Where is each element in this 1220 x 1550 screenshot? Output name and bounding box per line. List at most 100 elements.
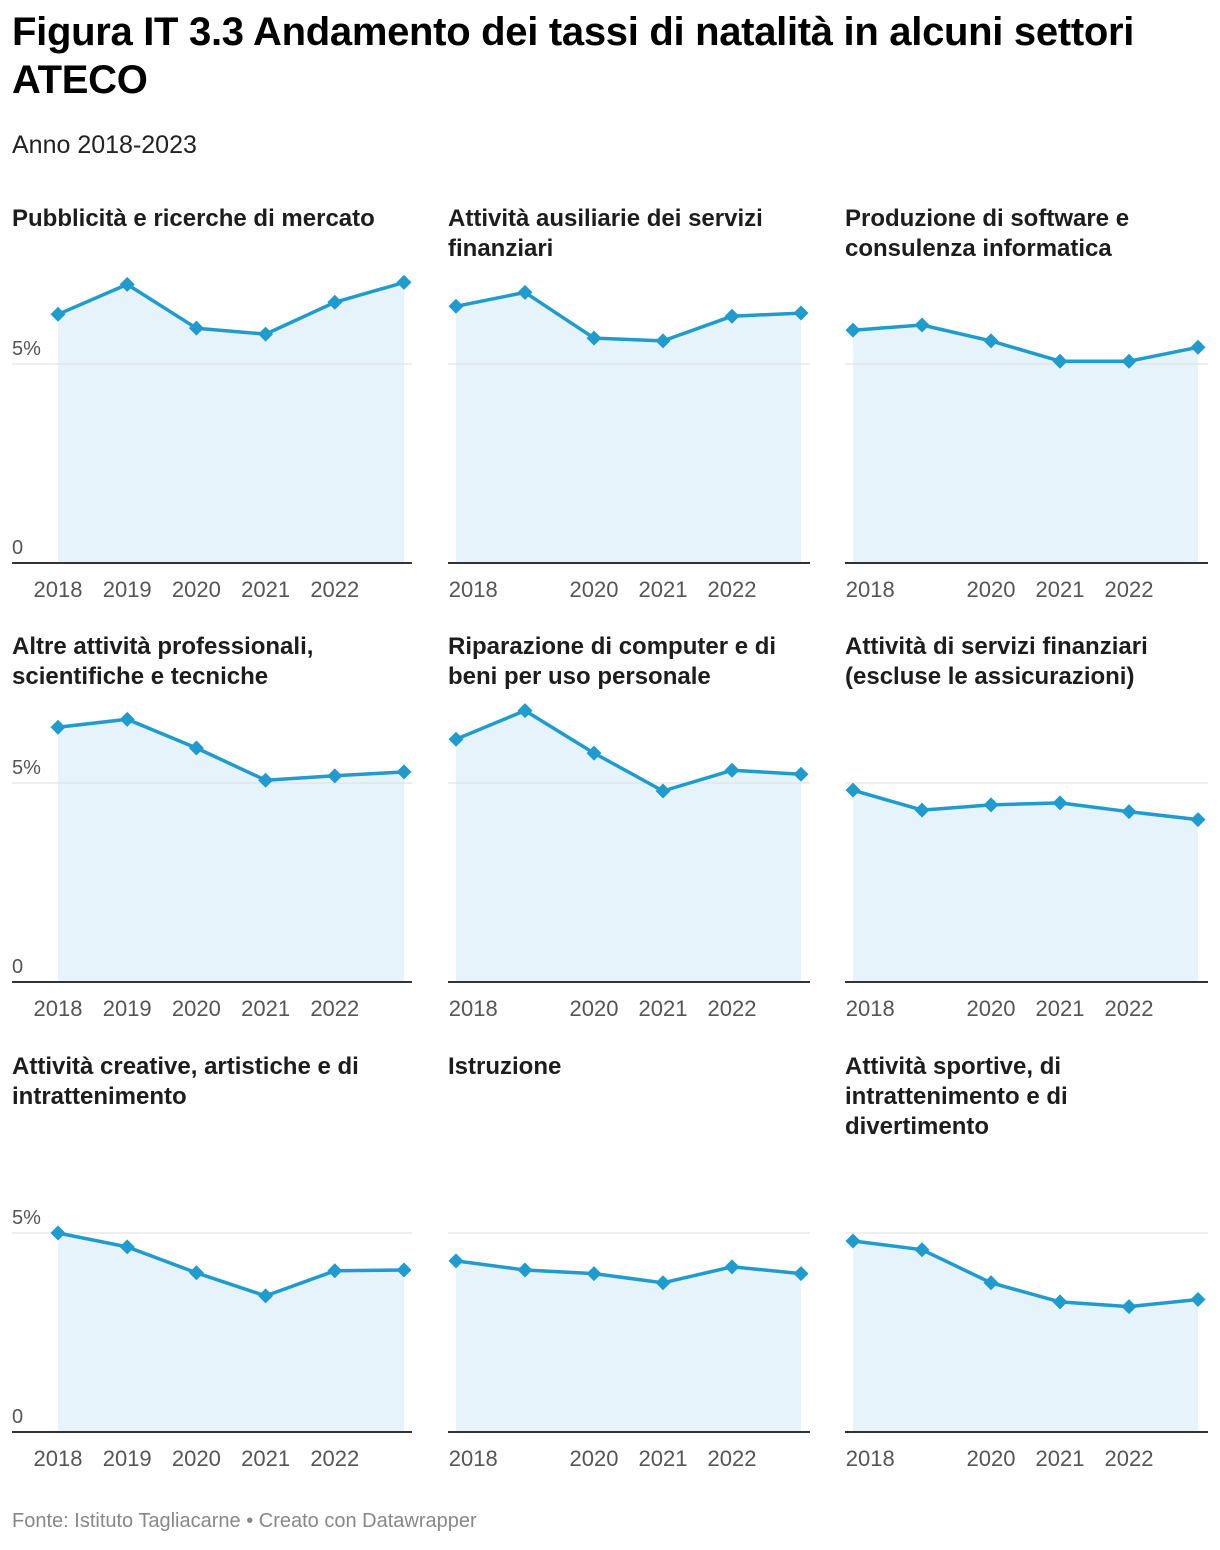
panel-4-marker — [119, 711, 135, 727]
panel-9-marker — [914, 1242, 930, 1258]
panel-4-marker — [327, 768, 343, 784]
panel-8-xtick-label: 2022 — [708, 1446, 757, 1471]
panel-title-9: Attività sportive, di intrattenimento e … — [845, 1053, 1068, 1140]
panel-2-marker — [448, 298, 464, 314]
panel-4-xtick-label: 2020 — [172, 996, 221, 1021]
panel-8-xtick-label: 2020 — [570, 1446, 619, 1471]
panel-3-marker — [983, 333, 999, 349]
panel-9-marker — [845, 1233, 861, 1249]
panel-2-xtick-label: 2020 — [570, 577, 619, 602]
panel-5-marker — [517, 703, 533, 719]
panel-3-area — [853, 325, 1198, 563]
panel-6-xtick-label: 2018 — [846, 996, 895, 1021]
panel-8-marker — [517, 1262, 533, 1278]
panel-6-marker — [1190, 812, 1206, 828]
panel-5-marker — [586, 745, 602, 761]
panel-2-marker — [793, 305, 809, 321]
panel-4-xtick-label: 2021 — [241, 996, 290, 1021]
panel-2-marker — [517, 284, 533, 300]
panel-1-marker — [50, 306, 66, 322]
panel-title-1: Pubblicità e ricerche di mercato — [12, 205, 375, 232]
panel-5-marker — [793, 766, 809, 782]
panel-2-line — [455, 290, 802, 343]
panel-9-xtick-label: 2020 — [967, 1446, 1016, 1471]
panel-6-marker — [1052, 795, 1068, 811]
panel-6-xtick-label: 2020 — [967, 996, 1016, 1021]
panel-1-marker — [327, 294, 343, 310]
panel-3-marker — [845, 322, 861, 338]
panel-9-marker — [1052, 1294, 1068, 1310]
panel-5-marker — [724, 762, 740, 778]
panel-1-xtick-label: 2018 — [34, 577, 83, 602]
panel-2-xtick-label: 2018 — [449, 577, 498, 602]
panel-6-xtick-label: 2022 — [1105, 996, 1154, 1021]
panel-7-marker — [258, 1288, 274, 1304]
panel-6-line — [852, 788, 1199, 822]
panel-1-area — [58, 282, 404, 563]
source-note: Fonte: Istituto Tagliacarne • Creato con… — [12, 1510, 477, 1532]
panel-2-marker — [724, 308, 740, 324]
panel-1-marker — [119, 276, 135, 292]
panel-title-3: Produzione di software e consulenza info… — [845, 205, 1130, 262]
panel-1-marker — [258, 326, 274, 342]
panel-1-xtick-label: 2019 — [103, 577, 152, 602]
panel-7-xtick-label: 2021 — [241, 1446, 290, 1471]
panel-8-xtick-label: 2021 — [639, 1446, 688, 1471]
panel-2-marker — [655, 333, 671, 349]
panel-7-marker — [327, 1263, 343, 1279]
panel-5-marker — [448, 731, 464, 747]
panel-title-6: Attività di servizi finanziari (escluse … — [845, 633, 1148, 690]
panel-3-xtick-label: 2018 — [846, 577, 895, 602]
panel-4-line — [57, 717, 405, 782]
panel-4-ytick-label: 5% — [12, 757, 41, 779]
panel-4-xtick-label: 2018 — [34, 996, 83, 1021]
panel-8-area — [456, 1260, 801, 1432]
panel-7-line — [57, 1231, 405, 1298]
panel-3-marker — [1190, 339, 1206, 355]
panel-7-marker — [188, 1265, 204, 1281]
panel-5-marker — [655, 783, 671, 799]
panel-3-marker — [914, 317, 930, 333]
panel-9-marker — [1190, 1291, 1206, 1307]
panel-8-marker — [724, 1259, 740, 1275]
panel-5-xtick-label: 2022 — [708, 996, 757, 1021]
panel-title-8: Istruzione — [448, 1053, 562, 1080]
panel-7-marker — [396, 1262, 412, 1278]
chart-title: Figura IT 3.3 Andamento dei tassi di nat… — [12, 10, 1135, 102]
panel-8-marker — [586, 1266, 602, 1282]
panel-6-marker — [1121, 804, 1137, 820]
panel-8-marker — [793, 1266, 809, 1282]
panel-2-area — [456, 292, 801, 563]
panel-1-line — [57, 280, 405, 336]
panel-5-xtick-label: 2018 — [449, 996, 498, 1021]
panel-5-xtick-label: 2021 — [639, 996, 688, 1021]
panel-3-xtick-label: 2021 — [1036, 577, 1085, 602]
panel-3-line — [852, 323, 1199, 363]
panel-7-area — [58, 1233, 404, 1432]
panel-5-line — [455, 708, 802, 793]
panel-9-line — [852, 1239, 1199, 1309]
panel-2-xtick-label: 2022 — [708, 577, 757, 602]
panel-6-area — [853, 790, 1198, 982]
panel-7-xtick-label: 2019 — [103, 1446, 152, 1471]
panel-7-ytick-label: 5% — [12, 1207, 41, 1229]
panel-1-xtick-label: 2020 — [172, 577, 221, 602]
panel-7-xtick-label: 2020 — [172, 1446, 221, 1471]
panel-1-ytick-label: 0 — [12, 537, 23, 559]
chart-subtitle: Anno 2018-2023 — [12, 131, 197, 159]
panel-4-area — [58, 719, 404, 982]
panel-8-xtick-label: 2018 — [449, 1446, 498, 1471]
panel-7-ytick-label: 0 — [12, 1406, 23, 1428]
panel-7-marker — [119, 1239, 135, 1255]
panel-2-xtick-label: 2021 — [639, 577, 688, 602]
panel-1-marker — [188, 320, 204, 336]
panel-4-ytick-label: 0 — [12, 956, 23, 978]
panel-4-marker — [188, 740, 204, 756]
panel-7-xtick-label: 2018 — [34, 1446, 83, 1471]
panel-4-marker — [50, 719, 66, 735]
panel-3-marker — [1121, 353, 1137, 369]
panel-4-xtick-label: 2022 — [310, 996, 359, 1021]
panel-8-marker — [448, 1253, 464, 1269]
panel-1-xtick-label: 2022 — [310, 577, 359, 602]
